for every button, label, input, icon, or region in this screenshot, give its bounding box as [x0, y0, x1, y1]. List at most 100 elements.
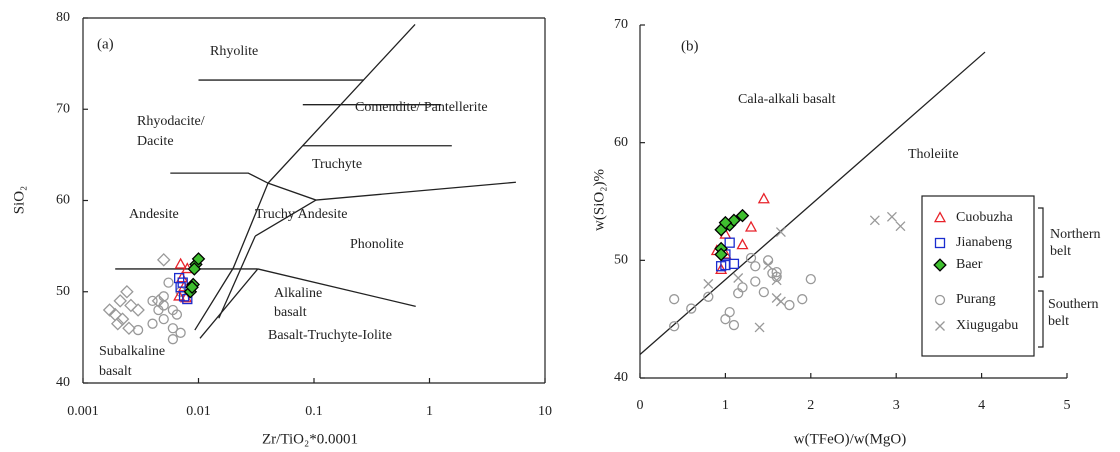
- region-label: Cala-alkali basalt: [738, 92, 836, 107]
- y-tick-label: 60: [56, 193, 70, 208]
- y-tick-label: 40: [56, 375, 70, 390]
- point: [724, 306, 735, 318]
- point: [733, 273, 744, 283]
- region-label: Truchyte: [312, 157, 362, 172]
- point: [775, 296, 786, 307]
- x-tick-label: 0.01: [186, 404, 211, 419]
- point: [167, 323, 179, 334]
- point: [113, 294, 127, 308]
- x-tick-label: 5: [1064, 398, 1071, 413]
- y-tick-label: 70: [56, 101, 70, 116]
- point: [156, 253, 171, 267]
- point: [771, 271, 782, 282]
- region-label: Tholeiite: [908, 147, 959, 162]
- x-axis-label: w(TFeO)/w(MgO): [794, 431, 906, 447]
- region-label: basalt: [274, 305, 307, 320]
- boundary-line: [199, 268, 259, 339]
- point: [174, 257, 187, 269]
- x-tick-label: 0.1: [305, 404, 323, 419]
- region-label: Rhyolite: [210, 44, 258, 59]
- legend-marker: [933, 258, 947, 272]
- point: [177, 277, 188, 288]
- region-label: Subalkaline: [99, 344, 165, 359]
- y-tick-label: 50: [614, 253, 628, 268]
- point: [735, 208, 750, 223]
- y-tick-label: 80: [56, 10, 70, 25]
- point: [775, 227, 786, 238]
- point: [102, 303, 117, 317]
- point: [703, 278, 714, 289]
- point: [669, 294, 680, 305]
- boundary-line: [639, 51, 986, 355]
- point: [191, 252, 206, 266]
- point: [669, 321, 680, 332]
- point: [718, 215, 733, 230]
- point: [153, 304, 164, 316]
- point: [147, 295, 158, 307]
- point: [895, 221, 906, 232]
- boundary-line: [257, 268, 416, 307]
- point: [714, 247, 728, 262]
- region-label: Alkaline: [274, 286, 322, 301]
- panel-label: (a): [97, 36, 114, 52]
- legend-group-label: Southern: [1048, 297, 1099, 312]
- point: [120, 284, 134, 299]
- legend-label: Cuobuzha: [956, 210, 1014, 225]
- point: [163, 277, 174, 288]
- legend-marker: [934, 294, 946, 306]
- legend-marker: [935, 321, 945, 331]
- point: [869, 215, 880, 226]
- point: [158, 313, 169, 325]
- point: [110, 316, 125, 331]
- legend-label: Baer: [956, 257, 983, 272]
- legend-box: [921, 195, 1035, 357]
- legend-bracket: [1038, 290, 1044, 348]
- x-tick-label: 1: [722, 398, 729, 413]
- x-tick-label: 10: [538, 404, 552, 419]
- point: [115, 312, 130, 326]
- y-tick-label: 60: [614, 135, 628, 150]
- point: [724, 237, 735, 248]
- legend-marker: [934, 237, 946, 249]
- point: [720, 259, 731, 271]
- x-axis-label: Zr/TiO₂*0.0001: [262, 431, 358, 447]
- point: [175, 271, 189, 283]
- point: [797, 294, 808, 305]
- point: [167, 334, 179, 345]
- point: [754, 322, 765, 333]
- boundary-line: [170, 172, 516, 201]
- point: [736, 238, 749, 250]
- legend-label: Jianabeng: [956, 235, 1012, 250]
- point: [703, 291, 714, 302]
- point: [728, 258, 740, 270]
- legend-bracket: [1038, 207, 1044, 278]
- point: [124, 298, 138, 313]
- point: [151, 294, 166, 308]
- region-label: Andesite: [129, 207, 179, 222]
- point: [686, 303, 697, 314]
- point: [715, 262, 728, 274]
- region-label: Basalt-Truchyte-Iolite: [268, 328, 392, 343]
- legend-group-label: belt: [1048, 314, 1069, 329]
- legend-label: Xiugugabu: [956, 318, 1018, 333]
- y-axis-label: w(SiO₂)%: [591, 169, 607, 231]
- region-label: Dacite: [137, 134, 174, 149]
- region-label: Phonolite: [350, 237, 404, 252]
- point: [771, 275, 782, 286]
- point: [744, 220, 758, 232]
- point: [147, 318, 158, 329]
- point: [185, 280, 199, 294]
- point: [750, 276, 761, 287]
- y-tick-label: 40: [614, 370, 628, 385]
- point: [758, 286, 769, 298]
- point: [757, 192, 770, 204]
- point: [131, 303, 145, 317]
- panel-label: (b): [681, 38, 699, 54]
- x-tick-label: 4: [978, 398, 985, 413]
- point: [745, 252, 757, 264]
- point: [132, 324, 144, 336]
- legend-label: Purang: [956, 292, 996, 307]
- x-tick-label: 2: [807, 398, 814, 413]
- point: [886, 211, 897, 222]
